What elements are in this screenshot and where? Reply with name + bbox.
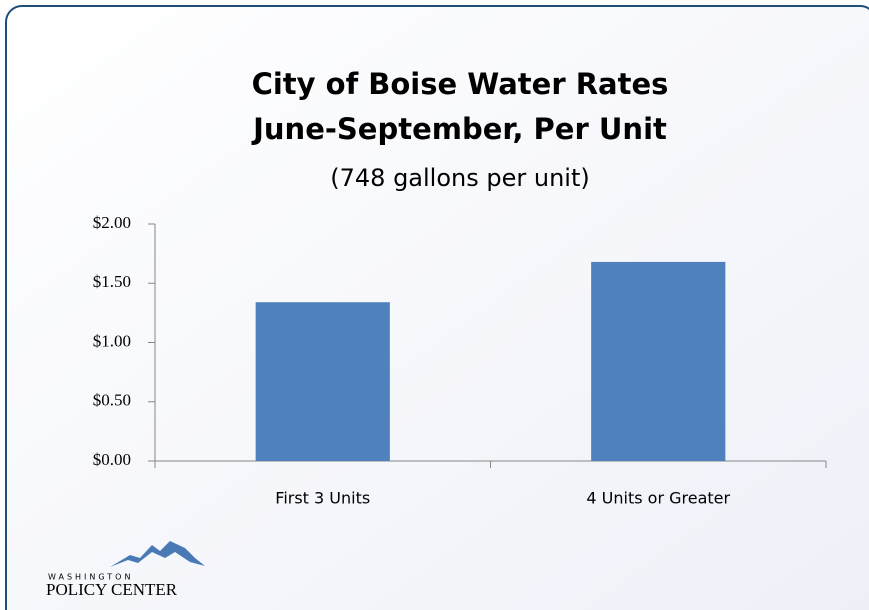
x-tick-label: First 3 Units: [275, 489, 370, 508]
y-tick-label: $0.50: [93, 391, 131, 410]
y-tick-label: $2.00: [93, 213, 131, 232]
chart-title: June-September, Per Unit: [251, 112, 667, 146]
y-tick-label: $0.00: [93, 450, 131, 469]
chart-title: City of Boise Water Rates: [252, 67, 669, 101]
bar: [591, 261, 726, 461]
chart-subtitle: (748 gallons per unit): [330, 164, 589, 192]
logo-mountain: [110, 541, 205, 567]
logo-name: POLICY CENTER: [46, 580, 178, 599]
logo: WASHINGTON POLICY CENTER: [46, 541, 205, 599]
x-tick-label: 4 Units or Greater: [586, 489, 730, 508]
y-tick-label: $1.50: [93, 272, 131, 291]
y-tick-label: $1.00: [93, 331, 131, 350]
logo-top: WASHINGTON: [48, 573, 133, 582]
bar: [255, 302, 390, 461]
